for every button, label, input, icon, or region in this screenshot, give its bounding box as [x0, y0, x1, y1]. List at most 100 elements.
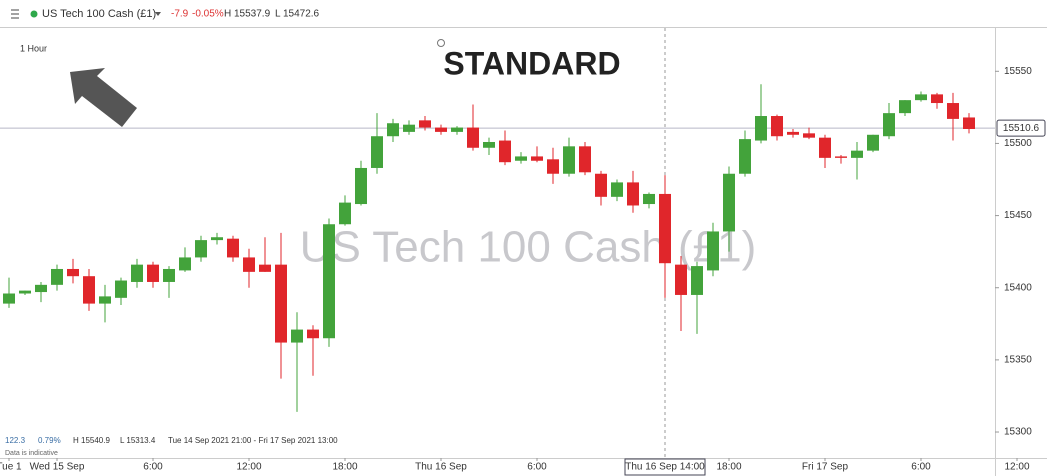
footer-note: Data is indicative — [5, 450, 58, 457]
x-tick-label: 6:00 — [911, 462, 931, 473]
candle-body — [691, 266, 703, 295]
candle-body — [787, 131, 799, 135]
candle-body — [339, 202, 351, 225]
chart-title: STANDARD — [443, 45, 620, 81]
y-tick-label: 15450 — [1004, 210, 1032, 221]
x-tick-label: 6:00 — [527, 462, 547, 473]
candle-body — [307, 329, 319, 339]
candle-body — [595, 173, 607, 197]
candle-body — [803, 133, 815, 138]
menu-icon[interactable] — [11, 9, 19, 19]
candle-body — [819, 137, 831, 158]
last-price-box — [996, 119, 1046, 137]
candle-body — [163, 268, 175, 282]
dropdown-arrow[interactable] — [155, 12, 161, 16]
header-low: L 15472.6 — [275, 9, 320, 20]
instrument-name[interactable]: US Tech 100 Cash (£1) — [42, 8, 156, 20]
candle-body — [323, 224, 335, 339]
candle-body — [915, 94, 927, 101]
candle-body — [67, 268, 79, 277]
candle-body — [483, 141, 495, 148]
candle-body — [963, 117, 975, 130]
candle-body — [739, 139, 751, 174]
candle-body — [179, 257, 191, 271]
candle-body — [771, 116, 783, 137]
candle-body — [99, 296, 111, 304]
candle-body — [563, 146, 575, 174]
last-price-label: 15510.6 — [1003, 123, 1040, 134]
candle-body — [355, 167, 367, 205]
footer-low: L 15313.4 — [120, 436, 156, 445]
candle-body — [451, 127, 463, 132]
candle-body — [931, 94, 943, 104]
x-tick-label: 12:00 — [1004, 462, 1029, 473]
candle-body — [51, 268, 63, 285]
candle-body — [83, 276, 95, 304]
candle-body — [867, 134, 879, 151]
y-tick-label: 15300 — [1004, 427, 1032, 438]
x-tick-label: Wed 15 Sep — [30, 462, 85, 473]
candle-body — [755, 116, 767, 141]
candle-body — [579, 146, 591, 173]
timeframe: 1 Hour — [20, 43, 47, 53]
candle-body — [435, 127, 447, 132]
candle-body — [259, 264, 271, 272]
candle-body — [35, 284, 47, 293]
x-tick-label: 18:00 — [332, 462, 357, 473]
candle-body — [851, 150, 863, 158]
crosshair-label: Thu 16 Sep 14:00 — [625, 462, 705, 473]
candle-body — [211, 237, 223, 241]
candle-body — [707, 231, 719, 271]
candle-body — [499, 140, 511, 163]
footer-range: Tue 14 Sep 2021 21:00 - Fri 17 Sep 2021 … — [168, 436, 338, 445]
y-tick-label: 15550 — [1004, 66, 1032, 77]
footer-high: H 15540.9 — [73, 436, 110, 445]
candle-body — [899, 100, 911, 114]
candle-body — [115, 280, 127, 298]
crosshair-box — [624, 458, 706, 476]
x-tick-label: Fri 17 Sep — [802, 462, 849, 473]
candle-body — [515, 156, 527, 161]
header-change: -7.9 — [171, 9, 189, 20]
candle-body — [19, 290, 31, 294]
candle-body — [675, 264, 687, 295]
arrow-icon — [70, 68, 137, 127]
y-tick-label: 15400 — [1004, 282, 1032, 293]
candle-body — [547, 159, 559, 174]
candle-body — [227, 238, 239, 258]
candle-body — [947, 103, 959, 119]
candle-body — [883, 113, 895, 137]
y-tick-label: 15350 — [1004, 355, 1032, 366]
x-tick-label: Thu 16 Sep — [415, 462, 467, 473]
candle-body — [291, 329, 303, 343]
candle-body — [371, 136, 383, 168]
candle-body — [627, 182, 639, 206]
candle-body — [643, 193, 655, 205]
candle-body — [275, 264, 287, 343]
candle-body — [467, 127, 479, 148]
status-dot — [30, 10, 38, 18]
x-tick-label: 18:00 — [716, 462, 741, 473]
plot: 15300 15350 15400 15450 15500 15550 Tue 1 Wed 1… — [0, 28, 1032, 473]
candle-body — [611, 182, 623, 197]
x-tick-label: 12:00 — [236, 462, 261, 473]
candle-body — [659, 193, 671, 264]
candle-body — [147, 264, 159, 282]
handle-circle — [437, 39, 445, 47]
candle-body — [531, 156, 543, 161]
header-change-pct: -0.05% — [192, 9, 224, 20]
watermark: US Tech 100 Cash (£1) — [300, 223, 757, 272]
candle-body — [387, 123, 399, 137]
candle-body — [419, 120, 431, 128]
x-tick-label: Tue 1 — [0, 462, 22, 473]
candle-body — [403, 124, 415, 132]
candle-body — [243, 257, 255, 272]
candle-body — [131, 264, 143, 282]
y-tick-label: 15500 — [1004, 138, 1032, 149]
footer-change: 122.3 — [5, 436, 26, 445]
candle-body — [195, 240, 207, 258]
candle-body — [835, 156, 847, 158]
candle-body — [3, 293, 15, 304]
